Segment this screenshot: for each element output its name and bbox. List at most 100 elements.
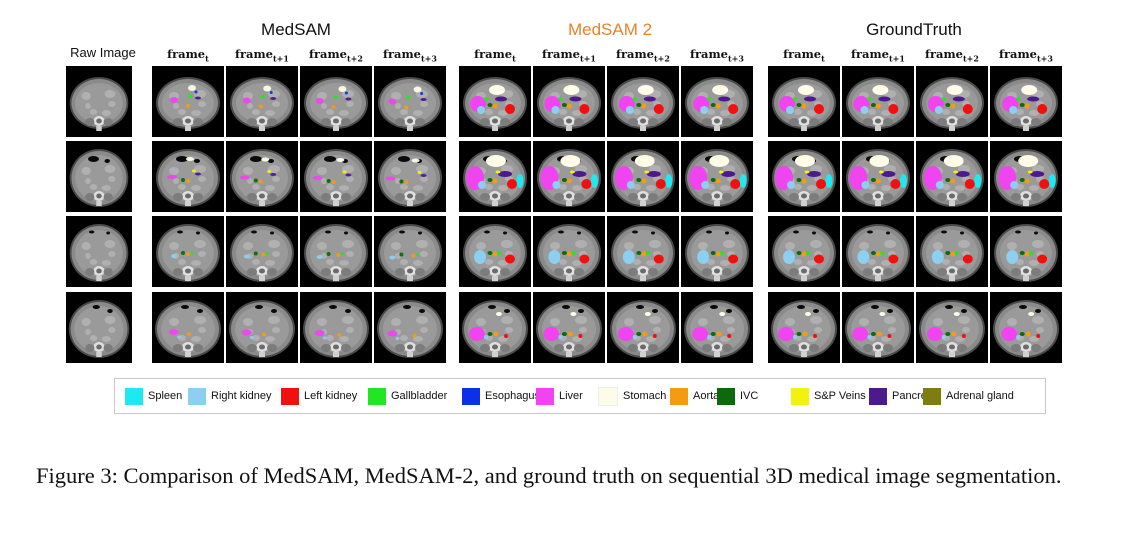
legend-swatch: [125, 387, 143, 405]
legend-swatch: [717, 387, 735, 405]
medsam-segmentation-row-4-frame-t+2: [300, 292, 372, 363]
legend-label: Spleen: [148, 390, 183, 402]
legend-label: S&P Veins: [814, 390, 866, 402]
groundtruth-header-frame-t: framet: [783, 47, 825, 64]
groundtruth-group-title: GroundTruth: [866, 20, 962, 39]
groundtruth-segmentation-row-2-frame-t: [768, 141, 840, 212]
groundtruth-segmentation-row-4-frame-t+1: [842, 292, 914, 363]
medsam2-segmentation-row-4-frame-t+3: [681, 292, 753, 363]
groundtruth-header-frame-t+1: framet+1: [851, 47, 905, 64]
legend-label: Liver: [559, 390, 583, 402]
medsam-header-frame-t+2: framet+2: [309, 47, 363, 64]
groundtruth-segmentation-row-4-frame-t: [768, 292, 840, 363]
medsam2-header-frame-t+2: framet+2: [616, 47, 670, 64]
medsam2-segmentation-row-3-frame-t: [459, 216, 531, 287]
medsam-header-frame-t+1: framet+1: [235, 47, 289, 64]
medsam-segmentation-row-4-frame-t+3: [374, 292, 446, 363]
raw-image-row-1: [66, 66, 132, 137]
legend: Spleen Right kidney Left kidney Gallbladder…: [114, 378, 1046, 414]
legend-swatch: [598, 386, 618, 406]
medsam2-segmentation-row-4-frame-t+1: [533, 292, 605, 363]
legend-item-gallbladder: Gallbladder: [368, 387, 447, 405]
legend-label: Right kidney: [211, 390, 272, 402]
legend-item-left-kidney: Left kidney: [281, 387, 357, 405]
medsam2-segmentation-row-4-frame-t: [459, 292, 531, 363]
groundtruth-header-frame-t+3: framet+3: [999, 47, 1053, 64]
medsam2-segmentation-row-1-frame-t: [459, 66, 531, 137]
medsam-segmentation-row-2-frame-t: [152, 141, 224, 212]
legend-label: Esophagus: [485, 390, 541, 402]
legend-swatch: [791, 387, 809, 405]
medsam2-segmentation-row-2-frame-t+2: [607, 141, 679, 212]
medsam2-segmentation-row-1-frame-t+3: [681, 66, 753, 137]
legend-item-aorta: Aorta: [670, 387, 719, 405]
medsam2-segmentation-row-1-frame-t+1: [533, 66, 605, 137]
groundtruth-segmentation-row-3-frame-t+3: [990, 216, 1062, 287]
legend-item-right-kidney: Right kidney: [188, 387, 272, 405]
groundtruth-segmentation-row-4-frame-t+3: [990, 292, 1062, 363]
legend-label: Stomach: [623, 390, 667, 402]
legend-item-spleen: Spleen: [125, 387, 182, 405]
legend-item-esophagus: Esophagus: [462, 387, 540, 405]
medsam-segmentation-row-4-frame-t+1: [226, 292, 298, 363]
medsam-segmentation-row-3-frame-t+2: [300, 216, 372, 287]
medsam-segmentation-row-3-frame-t: [152, 216, 224, 287]
groundtruth-segmentation-row-1-frame-t+3: [990, 66, 1062, 137]
medsam2-segmentation-row-2-frame-t: [459, 141, 531, 212]
legend-item-liver: Liver: [536, 387, 583, 405]
medsam-header-frame-t+3: framet+3: [383, 47, 437, 64]
legend-label: IVC: [740, 390, 759, 402]
medsam-segmentation-row-1-frame-t+2: [300, 66, 372, 137]
groundtruth-segmentation-row-3-frame-t: [768, 216, 840, 287]
groundtruth-segmentation-row-4-frame-t+2: [916, 292, 988, 363]
medsam2-segmentation-row-2-frame-t+3: [681, 141, 753, 212]
medsam-segmentation-row-3-frame-t+3: [374, 216, 446, 287]
medsam-segmentation-row-3-frame-t+1: [226, 216, 298, 287]
legend-swatch: [869, 387, 887, 405]
medsam-segmentation-row-1-frame-t+1: [226, 66, 298, 137]
figure-caption: Figure 3: Comparison of MedSAM, MedSAM-2…: [36, 463, 1062, 488]
legend-item-stomach: Stomach: [598, 386, 667, 406]
legend-swatch: [923, 387, 941, 405]
medsam2-header-frame-t+3: framet+3: [690, 47, 744, 64]
legend-item-sandp-veins: S&P Veins: [791, 387, 866, 405]
medsam-segmentation-row-2-frame-t+1: [226, 141, 298, 212]
groundtruth-segmentation-row-3-frame-t+1: [842, 216, 914, 287]
groundtruth-segmentation-row-2-frame-t+1: [842, 141, 914, 212]
medsam-header-frame-t: framet: [167, 47, 209, 64]
medsam2-group-title: MedSAM 2: [567, 20, 653, 39]
medsam2-segmentation-row-3-frame-t+1: [533, 216, 605, 287]
medsam-group-title: MedSAM: [261, 20, 331, 39]
raw-image-row-2: [66, 141, 132, 212]
legend-label: Aorta: [693, 390, 720, 402]
groundtruth-segmentation-row-1-frame-t+1: [842, 66, 914, 137]
medsam2-segmentation-row-1-frame-t+2: [607, 66, 679, 137]
medsam-segmentation-row-2-frame-t+2: [300, 141, 372, 212]
medsam2-header-frame-t: framet: [474, 47, 516, 64]
groundtruth-segmentation-row-2-frame-t+2: [916, 141, 988, 212]
groundtruth-segmentation-row-2-frame-t+3: [990, 141, 1062, 212]
medsam-segmentation-row-4-frame-t: [152, 292, 224, 363]
legend-item-ivc: IVC: [717, 387, 758, 405]
legend-swatch: [281, 387, 299, 405]
medsam2-header-frame-t+1: framet+1: [542, 47, 596, 64]
legend-label: Gallbladder: [391, 390, 448, 402]
groundtruth-segmentation-row-3-frame-t+2: [916, 216, 988, 287]
groundtruth-segmentation-row-1-frame-t+2: [916, 66, 988, 137]
raw-image-header: Raw Image: [70, 45, 136, 60]
raw-image-row-3: [66, 216, 132, 287]
legend-swatch: [670, 387, 688, 405]
legend-item-adrenal-gland: Adrenal gland: [923, 387, 1014, 405]
legend-label: Adrenal gland: [946, 390, 1014, 402]
medsam2-segmentation-row-3-frame-t+3: [681, 216, 753, 287]
medsam2-segmentation-row-3-frame-t+2: [607, 216, 679, 287]
legend-swatch: [188, 387, 206, 405]
groundtruth-segmentation-row-1-frame-t: [768, 66, 840, 137]
medsam-segmentation-row-2-frame-t+3: [374, 141, 446, 212]
groundtruth-header-frame-t+2: framet+2: [925, 47, 979, 64]
medsam2-segmentation-row-4-frame-t+2: [607, 292, 679, 363]
legend-label: Left kidney: [304, 390, 358, 402]
legend-swatch: [462, 387, 480, 405]
medsam-segmentation-row-1-frame-t: [152, 66, 224, 137]
legend-swatch: [536, 387, 554, 405]
